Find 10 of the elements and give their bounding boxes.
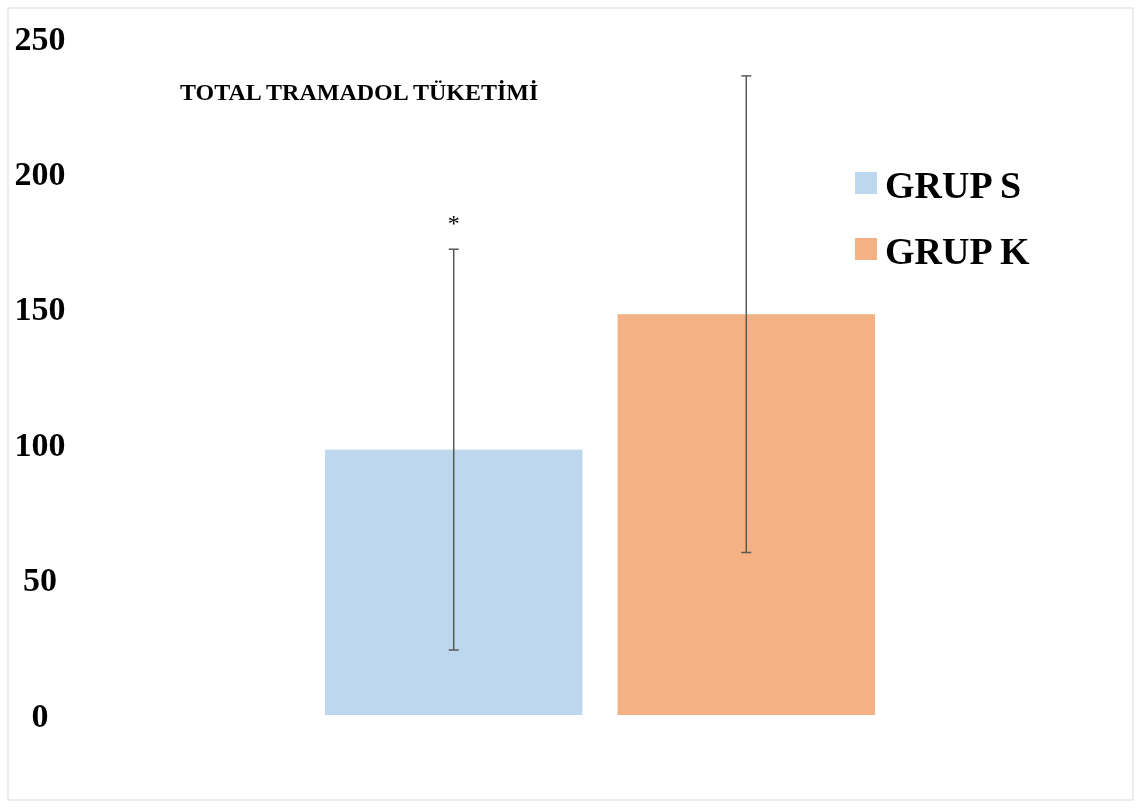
y-tick-label: 0 [31,696,49,734]
annotation: * [447,210,460,237]
legend-label: GRUP S [885,164,1022,206]
y-tick-label: 100 [14,425,66,463]
legend-label: GRUP K [885,230,1031,272]
y-tick-label: 250 [14,19,66,57]
y-tick-label: 200 [14,154,66,192]
y-tick-label: 150 [14,290,66,328]
y-tick-label: 50 [23,561,57,599]
text: TOTAL TRAMADOL TÜKETİMİ [180,79,539,105]
